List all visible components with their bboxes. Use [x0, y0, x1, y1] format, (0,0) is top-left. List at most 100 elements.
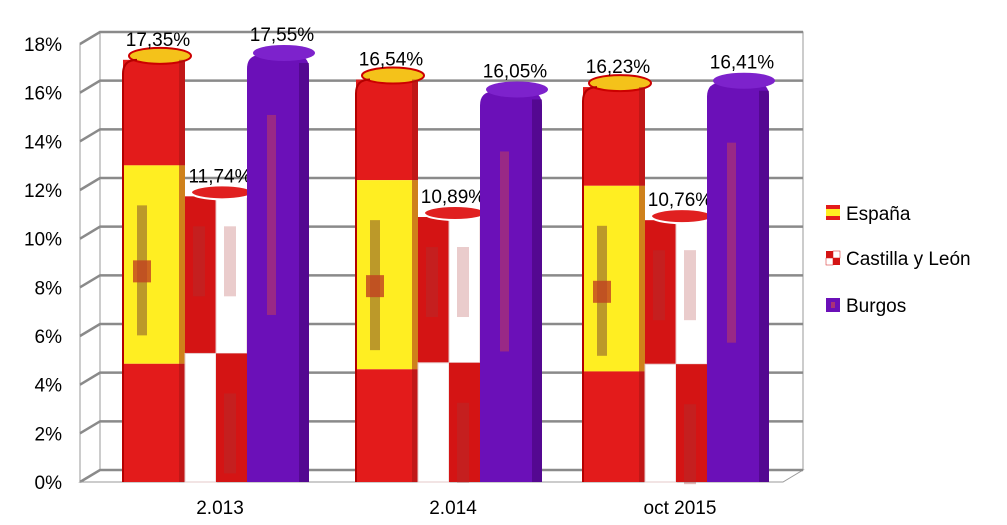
bar-quarter-red — [185, 196, 216, 354]
gridline — [79, 79, 803, 94]
bar-quarter-white — [644, 363, 677, 483]
bar-emblem — [457, 247, 469, 318]
bar-band-red-top — [123, 59, 185, 166]
y-tick-label: 6% — [35, 327, 63, 348]
bar-edge — [122, 58, 138, 482]
y-tick-label: 16% — [24, 84, 62, 105]
x-tick-label: 2.013 — [196, 498, 244, 519]
bar-burgos — [247, 44, 315, 482]
legend-swatch — [826, 205, 840, 209]
y-tick-label: 4% — [35, 376, 63, 397]
y-tick-label: 18% — [24, 35, 62, 56]
legend-label: España — [846, 204, 911, 225]
legend-swatch — [825, 257, 834, 266]
y-tick-label: 12% — [24, 181, 62, 202]
bar-quarter-red — [645, 220, 676, 365]
bar-side-shade — [412, 79, 418, 482]
bar-burgos — [480, 81, 548, 482]
legend: España Castilla y León Burgos — [825, 204, 971, 317]
gridline — [79, 274, 803, 289]
gridline — [79, 420, 803, 435]
bar-emblem — [224, 226, 236, 297]
bar-side-shade — [299, 62, 309, 482]
bar-emblem — [684, 250, 696, 321]
x-tick-label: oct 2015 — [644, 498, 717, 519]
bar-top-cap — [486, 81, 548, 98]
bar-band-yellow — [583, 185, 645, 372]
gridline — [79, 176, 803, 192]
bar-body — [707, 82, 769, 482]
gridline — [79, 225, 803, 240]
bar-band-yellow — [123, 165, 185, 364]
y-tick-label: 2% — [35, 424, 63, 445]
legend-swatch — [833, 258, 840, 265]
bar-side-shade — [532, 99, 542, 482]
bar-castilla-y-leon — [417, 205, 487, 483]
data-label: 16,05% — [483, 61, 548, 82]
gridlines — [79, 30, 803, 484]
bar-band-yellow — [356, 180, 418, 370]
bar-band-red-bottom — [123, 363, 185, 482]
bar-top-cap — [713, 72, 775, 89]
bar-emblem — [653, 250, 665, 321]
bar-top-cap — [190, 184, 254, 201]
bar-emblem — [224, 393, 236, 474]
gridline — [79, 128, 803, 143]
data-label: 17,35% — [126, 30, 191, 51]
bar-edge — [582, 86, 598, 482]
bar-emblem — [457, 402, 469, 483]
data-label: 16,54% — [359, 50, 424, 71]
data-label: 11,74% — [188, 166, 251, 187]
bar-body — [480, 91, 542, 482]
bar-quarter-red — [216, 353, 247, 482]
bar-edge — [355, 78, 371, 482]
bar-burgos — [707, 72, 775, 482]
bar-side-shade — [179, 59, 185, 483]
bar-castilla-y-leon — [644, 208, 714, 485]
bar-band-red-top — [356, 79, 418, 181]
bar-emblem — [426, 247, 438, 318]
gridline — [79, 30, 803, 46]
bar-espana — [122, 46, 192, 483]
x-tick-label: 2.014 — [429, 498, 477, 519]
bar-band-red-bottom — [356, 369, 418, 482]
bar-quarter-white — [417, 362, 450, 483]
legend-swatch — [826, 216, 840, 220]
legend-swatch — [831, 302, 835, 308]
bar-band-red-top — [583, 87, 645, 186]
bar-quarter-white — [215, 195, 248, 354]
bar-quarter-white — [184, 352, 217, 483]
bar-side-shade — [759, 90, 769, 482]
bar-quarter-red — [676, 364, 707, 482]
bar-top-cap — [423, 205, 487, 222]
gridline — [79, 371, 803, 386]
gridline — [79, 468, 803, 484]
bar-espana — [355, 66, 425, 482]
bar-top-cap — [253, 44, 315, 61]
y-tick-label: 8% — [35, 278, 63, 299]
bar-side-shade — [639, 87, 645, 482]
bar-top-cap — [650, 208, 714, 225]
legend-label: Burgos — [846, 296, 906, 317]
bar-emblem — [193, 226, 205, 297]
legend-swatch — [826, 251, 833, 258]
data-label: 16,23% — [586, 57, 651, 78]
bar-quarter-red — [418, 217, 449, 363]
data-label: 10,76% — [648, 190, 713, 211]
bar-emblem — [727, 142, 736, 343]
gridline — [79, 322, 803, 338]
bar-top-cap — [361, 66, 425, 85]
bar-emblem — [684, 404, 696, 485]
data-label: 16,41% — [710, 53, 775, 74]
legend-label: Castilla y León — [846, 249, 971, 270]
bar-top-cap — [588, 74, 652, 93]
y-tick-label: 0% — [35, 473, 63, 494]
bar-emblem — [500, 151, 509, 352]
y-tick-label: 10% — [24, 230, 62, 251]
bar-body — [247, 54, 309, 482]
data-label: 17,55% — [250, 25, 315, 46]
bar-quarter-white — [448, 216, 481, 364]
bar-quarter-red — [449, 362, 480, 482]
